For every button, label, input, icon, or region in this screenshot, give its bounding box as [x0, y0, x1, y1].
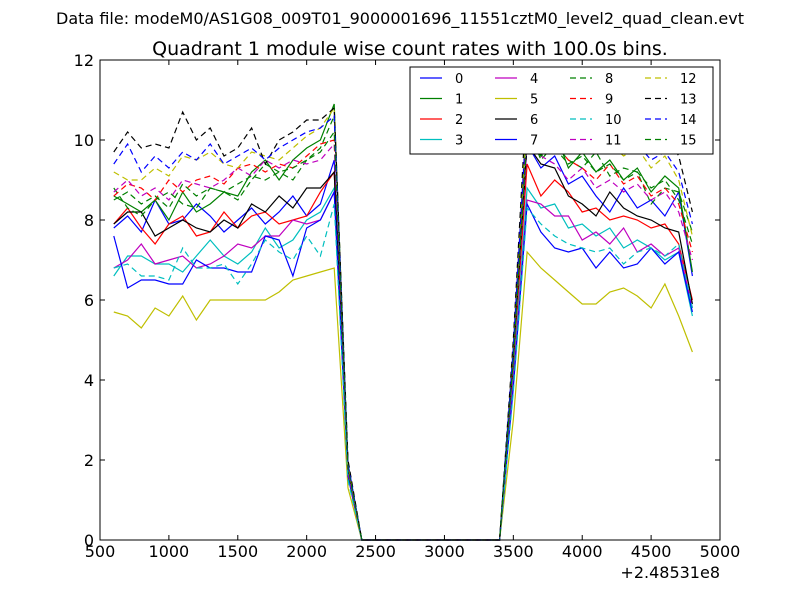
series-line-9 — [113, 130, 693, 541]
legend-label-12: 12 — [680, 72, 697, 87]
chart-title: Quadrant 1 module wise count rates with … — [152, 38, 668, 60]
legend-label-14: 14 — [680, 113, 697, 128]
x-tick-label: 2500 — [355, 542, 396, 561]
x-tick-label: 1500 — [217, 542, 258, 561]
y-tick-label: 4 — [84, 371, 94, 390]
plot-lines — [113, 86, 693, 541]
x-tick-label: 4000 — [562, 542, 603, 561]
legend-label-3: 3 — [455, 134, 463, 149]
series-line-5 — [113, 250, 693, 541]
series-line-10 — [113, 203, 693, 541]
x-tick-label: 3000 — [424, 542, 465, 561]
series-line-14 — [113, 106, 693, 541]
legend-label-0: 0 — [455, 72, 463, 87]
legend-label-7: 7 — [530, 134, 538, 149]
legend-label-5: 5 — [530, 93, 538, 108]
legend-label-10: 10 — [605, 113, 622, 128]
series-line-15 — [113, 130, 693, 541]
x-tick-label: 4500 — [631, 542, 672, 561]
legend-label-8: 8 — [605, 72, 613, 87]
x-offset-label: +2.48531e8 — [620, 563, 720, 582]
y-tick-label: 0 — [84, 531, 94, 550]
x-tick-label: 5000 — [700, 542, 741, 561]
series-line-7 — [113, 189, 693, 541]
legend-label-4: 4 — [530, 72, 538, 87]
axis-ticks: 500 1000 1500 2000 2500 3000 3500 4000 4500 5000 0… — [74, 51, 741, 561]
legend-label-2: 2 — [455, 113, 463, 128]
y-tick-label: 12 — [74, 51, 94, 70]
legend-label-6: 6 — [530, 113, 538, 128]
y-tick-label: 6 — [84, 291, 94, 310]
legend-label-15: 15 — [680, 134, 697, 149]
legend-label-1: 1 — [455, 93, 463, 108]
y-tick-label: 8 — [84, 211, 94, 230]
y-tick-label: 10 — [74, 131, 94, 150]
x-tick-label: 1000 — [149, 542, 190, 561]
x-tick-label: 3500 — [493, 542, 534, 561]
legend-label-13: 13 — [680, 93, 697, 108]
x-tick-label: 2000 — [286, 542, 327, 561]
series-line-6 — [113, 142, 693, 541]
legend-box — [409, 66, 714, 155]
series-line-0 — [113, 141, 693, 541]
series-line-4 — [113, 189, 693, 541]
series-line-8 — [113, 115, 693, 541]
x-tick-label: 500 — [85, 542, 116, 561]
datafile-label: Data file: modeM0/AS1G08_009T01_90000016… — [56, 9, 744, 29]
legend-label-11: 11 — [605, 134, 622, 149]
series-line-11 — [113, 142, 693, 541]
series-line-2 — [113, 163, 693, 541]
legend-label-9: 9 — [605, 93, 613, 108]
y-tick-label: 2 — [84, 451, 94, 470]
